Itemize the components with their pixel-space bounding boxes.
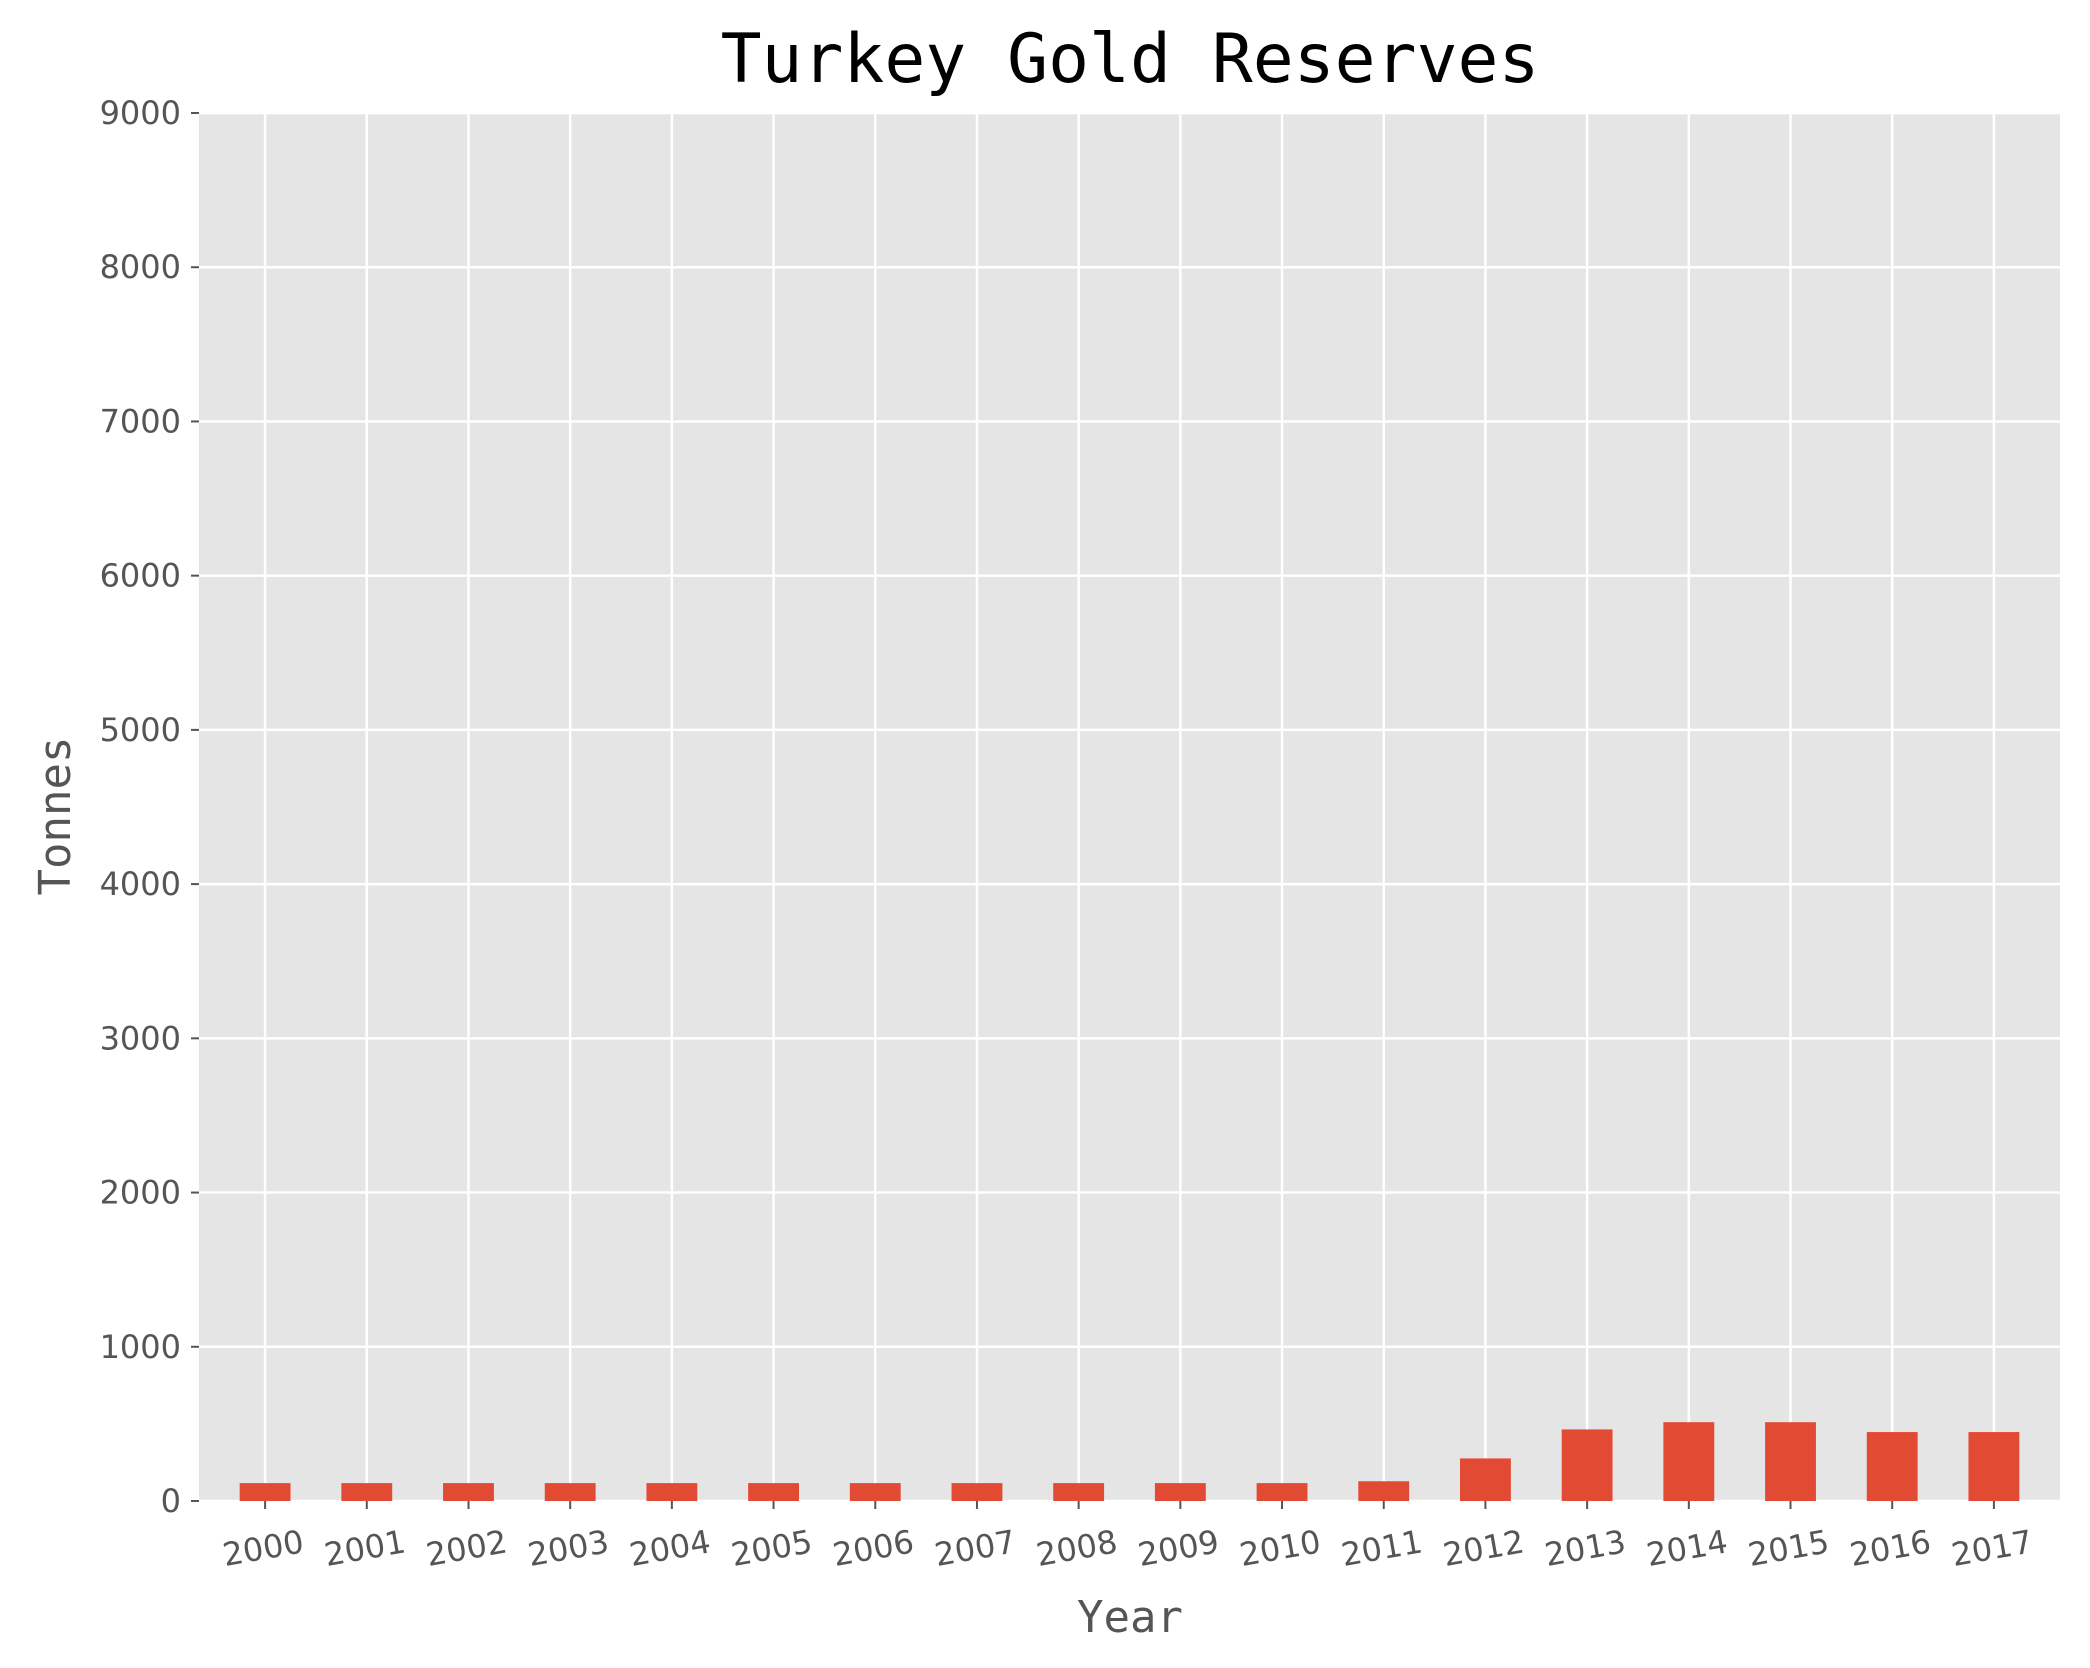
x-tick-label: 2003 (525, 1522, 612, 1574)
y-tick-label: 6000 (100, 557, 181, 595)
bar-2007 (951, 1483, 1003, 1501)
x-tick-label: 2008 (1033, 1522, 1120, 1574)
bar-2006 (849, 1483, 901, 1501)
y-tick-label: 0 (161, 1482, 181, 1520)
x-tick-label: 2017 (1949, 1522, 2036, 1574)
y-tick-label: 4000 (100, 865, 181, 903)
x-tick-label: 2013 (1542, 1522, 1629, 1574)
bar-2009 (1154, 1483, 1206, 1501)
bar-2012 (1460, 1458, 1511, 1501)
bar-2010 (1256, 1483, 1308, 1501)
x-tick-label: 2014 (1644, 1522, 1731, 1574)
x-axis-title: Year (1077, 1592, 1183, 1643)
x-tick-label: 2001 (321, 1522, 408, 1574)
grid-lines (199, 111, 2060, 1503)
y-tick-label: 9000 (100, 94, 181, 132)
y-axis-title: Tonnes (30, 737, 81, 896)
bar-2008 (1053, 1483, 1105, 1501)
bar-2004 (646, 1483, 698, 1501)
y-tick-label: 1000 (100, 1328, 181, 1366)
plot-area (199, 113, 2060, 1501)
bar-2001 (341, 1483, 393, 1501)
bar-2011 (1358, 1481, 1410, 1501)
y-tick-label: 3000 (100, 1019, 181, 1057)
bar-2013 (1561, 1429, 1613, 1501)
x-tick-label: 2010 (1237, 1522, 1324, 1574)
bar-2000 (239, 1483, 291, 1501)
bar-2014 (1663, 1422, 1715, 1501)
bar-2002 (443, 1483, 494, 1501)
bar-2017 (1968, 1432, 2020, 1501)
y-axis: 0 1000 2000 3000 4000 5000 6000 7000 8000 9000 (100, 94, 199, 1520)
y-tick-label: 5000 (100, 711, 181, 749)
bars (239, 1422, 2020, 1501)
x-tick-label: 2012 (1440, 1522, 1527, 1574)
x-tick-label: 2005 (728, 1522, 815, 1574)
y-tick-label: 7000 (100, 402, 181, 440)
y-tick-label: 8000 (100, 248, 181, 286)
chart-title: Turkey Gold Reserves (721, 20, 1540, 99)
x-tick-label: 2002 (423, 1522, 510, 1574)
x-axis: 2000 2001 2002 2003 2004 2005 2006 2007 2008 2009… (220, 1501, 2036, 1574)
x-tick-label: 2015 (1745, 1522, 1832, 1574)
x-tick-label: 2000 (220, 1522, 307, 1574)
x-tick-label: 2016 (1847, 1522, 1934, 1574)
bar-2005 (748, 1483, 799, 1501)
x-tick-label: 2011 (1338, 1522, 1425, 1574)
x-tick-label: 2007 (932, 1522, 1019, 1574)
bar-2016 (1866, 1432, 1918, 1501)
x-tick-label: 2009 (1135, 1522, 1222, 1574)
y-tick-label: 2000 (100, 1174, 181, 1212)
bar-2003 (544, 1483, 596, 1501)
x-tick-label: 2004 (627, 1522, 714, 1574)
bar-2015 (1765, 1422, 1816, 1501)
x-tick-label: 2006 (830, 1522, 917, 1574)
